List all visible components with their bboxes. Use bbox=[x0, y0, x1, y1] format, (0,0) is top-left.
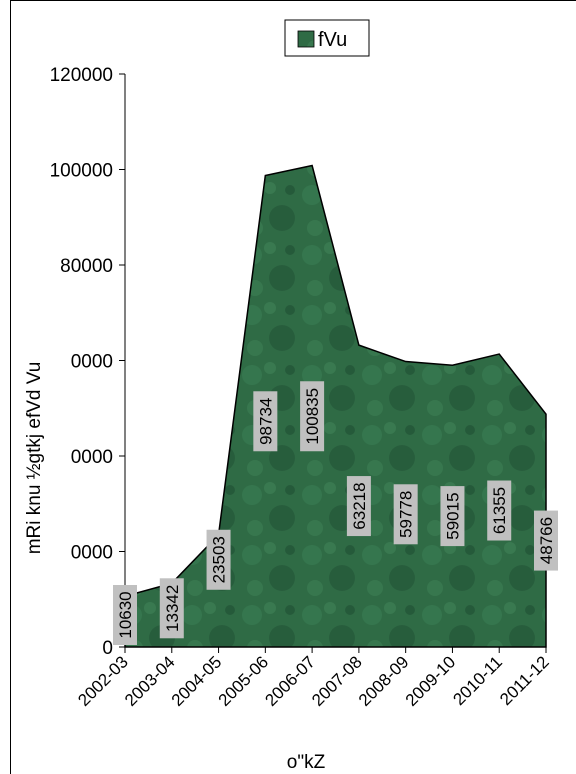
data-label: 10630 bbox=[116, 591, 135, 638]
data-label-box bbox=[253, 391, 278, 452]
data-label-box bbox=[346, 476, 371, 537]
x-tick-label: 2002-03 bbox=[74, 652, 132, 710]
data-label: 59778 bbox=[397, 491, 416, 538]
y-tick-label: 120000 bbox=[50, 65, 113, 86]
data-label: 13342 bbox=[163, 585, 182, 632]
data-label-box bbox=[534, 510, 558, 571]
legend-swatch bbox=[297, 30, 315, 48]
x-tick-label: 2007-08 bbox=[308, 652, 366, 710]
y-tick-label: 80000 bbox=[60, 256, 113, 277]
data-label: 48766 bbox=[537, 517, 556, 564]
chart-frame bbox=[10, 0, 576, 774]
x-axis-title: o"kZ bbox=[287, 752, 326, 773]
x-tick-label: 2003-04 bbox=[121, 652, 179, 710]
data-label-box bbox=[159, 578, 184, 639]
data-label: 59015 bbox=[443, 492, 462, 539]
x-tick-label: 2006-07 bbox=[261, 652, 319, 710]
x-tick-label: 2008-09 bbox=[355, 652, 413, 710]
x-axis-ticks: 2002-032003-042004-052005-062006-072007-… bbox=[74, 647, 553, 710]
legend-label: fVu bbox=[318, 29, 347, 51]
data-label: 61355 bbox=[490, 487, 509, 534]
x-tick-label: 2005-06 bbox=[215, 652, 273, 710]
data-label-box bbox=[393, 484, 418, 545]
legend: fVu bbox=[284, 19, 370, 57]
data-label: 63218 bbox=[350, 482, 369, 529]
data-label-box bbox=[300, 381, 325, 452]
data-labels: 10630 13342 23503 98734 100835 63218 59778 5901… bbox=[113, 381, 558, 645]
x-tick-label: 2009-10 bbox=[402, 652, 460, 710]
data-label-box bbox=[113, 585, 137, 645]
x-tick-label: 2011-12 bbox=[496, 652, 553, 709]
x-tick-label: 2004-05 bbox=[168, 652, 226, 710]
area-series bbox=[124, 164, 547, 648]
data-label-box bbox=[487, 480, 512, 541]
y-tick-label: 0 bbox=[102, 638, 113, 659]
data-label-box bbox=[440, 486, 465, 547]
y-tick-label: 0000 bbox=[71, 543, 113, 564]
data-label: 23503 bbox=[210, 536, 229, 583]
data-label-box bbox=[206, 529, 231, 590]
y-tick-label: 0000 bbox=[71, 447, 113, 468]
data-label: 100835 bbox=[303, 388, 322, 445]
y-tick-label: 0000 bbox=[71, 352, 113, 373]
data-label: 98734 bbox=[256, 398, 275, 445]
x-tick-label: 2010-11 bbox=[449, 652, 506, 709]
y-tick-label: 100000 bbox=[50, 161, 113, 182]
y-axis-title: mRi knu ½gtkj efVd Vu bbox=[24, 362, 45, 555]
